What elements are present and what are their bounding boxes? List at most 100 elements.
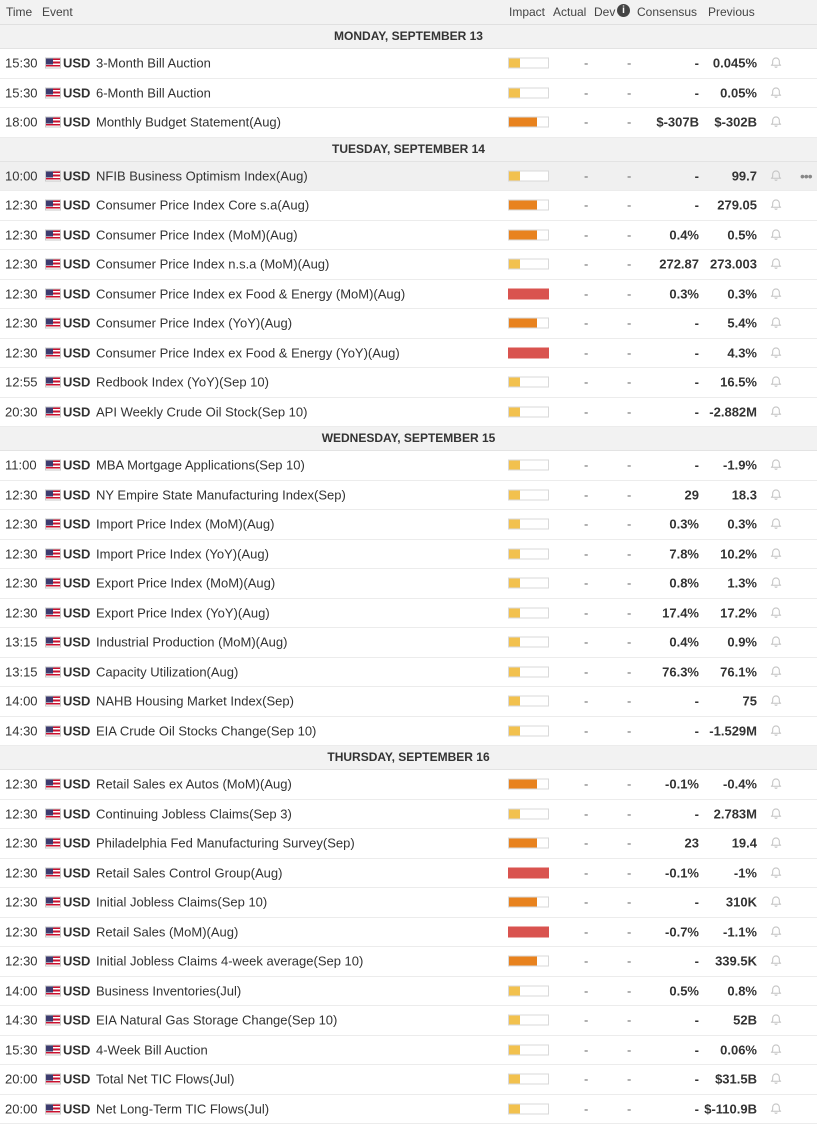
event-name[interactable]: Redbook Index (YoY)(Sep 10) [96, 374, 269, 390]
bell-icon[interactable] [769, 836, 783, 850]
bell-icon[interactable] [769, 316, 783, 330]
bell-icon[interactable] [769, 1102, 783, 1116]
header-dev[interactable]: Dev [594, 5, 616, 19]
bell-icon[interactable] [769, 777, 783, 791]
event-row[interactable]: 12:30 USD Continuing Jobless Claims(Sep 3)… [0, 799, 817, 829]
event-name[interactable]: Initial Jobless Claims 4-week average(Se… [96, 953, 364, 969]
event-name[interactable]: Business Inventories(Jul) [96, 983, 242, 999]
info-icon[interactable]: i [617, 4, 630, 17]
event-row[interactable]: 12:30 USD NY Empire State Manufacturing In… [0, 480, 817, 510]
event-row[interactable]: 12:30 USD Retail Sales (MoM)(Aug) - - -0.7% -1… [0, 917, 817, 947]
bell-icon[interactable] [769, 56, 783, 70]
event-row[interactable]: 12:30 USD Export Price Index (MoM)(Aug) - - 0… [0, 569, 817, 599]
event-name[interactable]: API Weekly Crude Oil Stock(Sep 10) [96, 404, 308, 420]
event-name[interactable]: Philadelphia Fed Manufacturing Survey(Se… [96, 835, 355, 851]
bell-icon[interactable] [769, 665, 783, 679]
event-row[interactable]: 15:30 USD 3-Month Bill Auction - - -0.045% [0, 49, 817, 79]
event-name[interactable]: Consumer Price Index Core s.a(Aug) [96, 197, 310, 213]
event-row[interactable]: 10:00 USD NFIB Business Optimism Index(Aug… [0, 161, 817, 191]
bell-icon[interactable] [769, 287, 783, 301]
event-row[interactable]: 12:30 USD Consumer Price Index ex Food & E… [0, 338, 817, 368]
event-name[interactable]: Export Price Index (MoM)(Aug) [96, 575, 276, 591]
event-row[interactable]: 12:55 USD Redbook Index (YoY)(Sep 10) - - - 16… [0, 368, 817, 398]
event-row[interactable]: 12:30 USD Export Price Index (YoY)(Aug) - - 1… [0, 598, 817, 628]
header-impact[interactable]: Impact [509, 5, 546, 19]
event-name[interactable]: MBA Mortgage Applications(Sep 10) [96, 457, 305, 473]
event-row[interactable]: 12:30 USD Import Price Index (MoM)(Aug) - - 0… [0, 510, 817, 540]
event-name[interactable]: Initial Jobless Claims(Sep 10) [96, 894, 268, 910]
event-row[interactable]: 13:15 USD Industrial Production (MoM)(Aug)… [0, 628, 817, 658]
event-name[interactable]: 4-Week Bill Auction [96, 1042, 208, 1058]
event-name[interactable]: Export Price Index (YoY)(Aug) [96, 605, 270, 621]
event-row[interactable]: 15:30 USD 6-Month Bill Auction - - - 0.05% [0, 78, 817, 108]
event-row[interactable]: 20:30 USD API Weekly Crude Oil Stock(Sep 1… [0, 397, 817, 427]
event-name[interactable]: Import Price Index (MoM)(Aug) [96, 516, 275, 532]
event-name[interactable]: 3-Month Bill Auction [96, 55, 211, 71]
bell-icon[interactable] [769, 635, 783, 649]
event-row[interactable]: 14:30 USD EIA Natural Gas Storage Change(S… [0, 1006, 817, 1036]
event-row[interactable]: 12:30 USD Philadelphia Fed Manufacturing S… [0, 829, 817, 859]
bell-icon[interactable] [769, 346, 783, 360]
event-row[interactable]: 15:30 USD 4-Week Bill Auction - - - 0.06% [0, 1035, 817, 1065]
bell-icon[interactable] [769, 1043, 783, 1057]
event-name[interactable]: Import Price Index (YoY)(Aug) [96, 546, 269, 562]
bell-icon[interactable] [769, 257, 783, 271]
event-row[interactable]: 12:30 USD Retail Sales ex Autos (MoM)(Aug)… [0, 770, 817, 800]
event-row[interactable]: 12:30 USD Retail Sales Control Group(Aug) -… [0, 858, 817, 888]
header-previous[interactable]: Previous [708, 5, 755, 19]
event-row[interactable]: 12:30 USD Consumer Price Index Core s.a(Au… [0, 191, 817, 221]
bell-icon[interactable] [769, 517, 783, 531]
event-name[interactable]: Monthly Budget Statement(Aug) [96, 114, 281, 130]
event-name[interactable]: Consumer Price Index ex Food & Energy (M… [96, 286, 406, 302]
bell-icon[interactable] [769, 866, 783, 880]
event-row[interactable]: 14:30 USD EIA Crude Oil Stocks Change(Sep … [0, 716, 817, 746]
bell-icon[interactable] [769, 547, 783, 561]
bell-icon[interactable] [769, 954, 783, 968]
event-row[interactable]: 12:30 USD Initial Jobless Claims 4-week av… [0, 947, 817, 977]
event-row[interactable]: 12:30 USD Import Price Index (YoY)(Aug) - - 7… [0, 539, 817, 569]
event-name[interactable]: Retail Sales Control Group(Aug) [96, 865, 283, 881]
bell-icon[interactable] [769, 576, 783, 590]
event-name[interactable]: 6-Month Bill Auction [96, 85, 211, 101]
event-row[interactable]: 20:00 USD Net Long-Term TIC Flows(Jul) - - - $… [0, 1094, 817, 1124]
bell-icon[interactable] [769, 984, 783, 998]
event-name[interactable]: EIA Crude Oil Stocks Change(Sep 10) [96, 723, 317, 739]
header-consensus[interactable]: Consensus [637, 5, 698, 19]
event-row[interactable]: 12:30 USD Consumer Price Index (MoM)(Aug) -… [0, 220, 817, 250]
event-name[interactable]: Consumer Price Index ex Food & Energy (Y… [96, 345, 400, 361]
event-name[interactable]: Retail Sales ex Autos (MoM)(Aug) [96, 776, 292, 792]
event-name[interactable]: Retail Sales (MoM)(Aug) [96, 924, 239, 940]
bell-icon[interactable] [769, 1013, 783, 1027]
event-name[interactable]: NFIB Business Optimism Index(Aug) [96, 168, 308, 184]
event-row[interactable]: 20:00 USD Total Net TIC Flows(Jul) - - - $31.5… [0, 1065, 817, 1095]
bell-icon[interactable] [769, 375, 783, 389]
event-name[interactable]: Continuing Jobless Claims(Sep 3) [96, 806, 292, 822]
event-row[interactable]: 18:00 USD Monthly Budget Statement(Aug) - - $… [0, 108, 817, 138]
bell-icon[interactable] [769, 86, 783, 100]
bell-icon[interactable] [769, 895, 783, 909]
event-name[interactable]: Consumer Price Index (YoY)(Aug) [96, 315, 293, 331]
event-name[interactable]: Industrial Production (MoM)(Aug) [96, 634, 288, 650]
event-name[interactable]: Consumer Price Index n.s.a (MoM)(Aug) [96, 256, 330, 272]
bell-icon[interactable] [769, 1072, 783, 1086]
bell-icon[interactable] [769, 405, 783, 419]
event-name[interactable]: Net Long-Term TIC Flows(Jul) [96, 1101, 270, 1117]
event-name[interactable]: NY Empire State Manufacturing Index(Sep) [96, 487, 346, 503]
bell-icon[interactable] [769, 198, 783, 212]
event-name[interactable]: NAHB Housing Market Index(Sep) [96, 693, 294, 709]
event-row[interactable]: 12:30 USD Consumer Price Index n.s.a (MoM)… [0, 250, 817, 280]
header-actual[interactable]: Actual [553, 5, 587, 19]
event-row[interactable]: 12:30 USD Consumer Price Index (YoY)(Aug) -… [0, 309, 817, 339]
bell-icon[interactable] [769, 169, 783, 183]
bell-icon[interactable] [769, 724, 783, 738]
bell-icon[interactable] [769, 228, 783, 242]
event-name[interactable]: EIA Natural Gas Storage Change(Sep 10) [96, 1012, 338, 1028]
event-name[interactable]: Capacity Utilization(Aug) [96, 664, 239, 680]
event-name[interactable]: Consumer Price Index (MoM)(Aug) [96, 227, 298, 243]
bell-icon[interactable] [769, 925, 783, 939]
header-time[interactable]: Time [6, 5, 33, 19]
event-row[interactable]: 12:30 USD Initial Jobless Claims(Sep 10) - -… [0, 888, 817, 918]
event-row[interactable]: 14:00 USD Business Inventories(Jul) - - 0.5% 0… [0, 976, 817, 1006]
event-row[interactable]: 12:30 USD Consumer Price Index ex Food & E… [0, 279, 817, 309]
bell-icon[interactable] [769, 458, 783, 472]
